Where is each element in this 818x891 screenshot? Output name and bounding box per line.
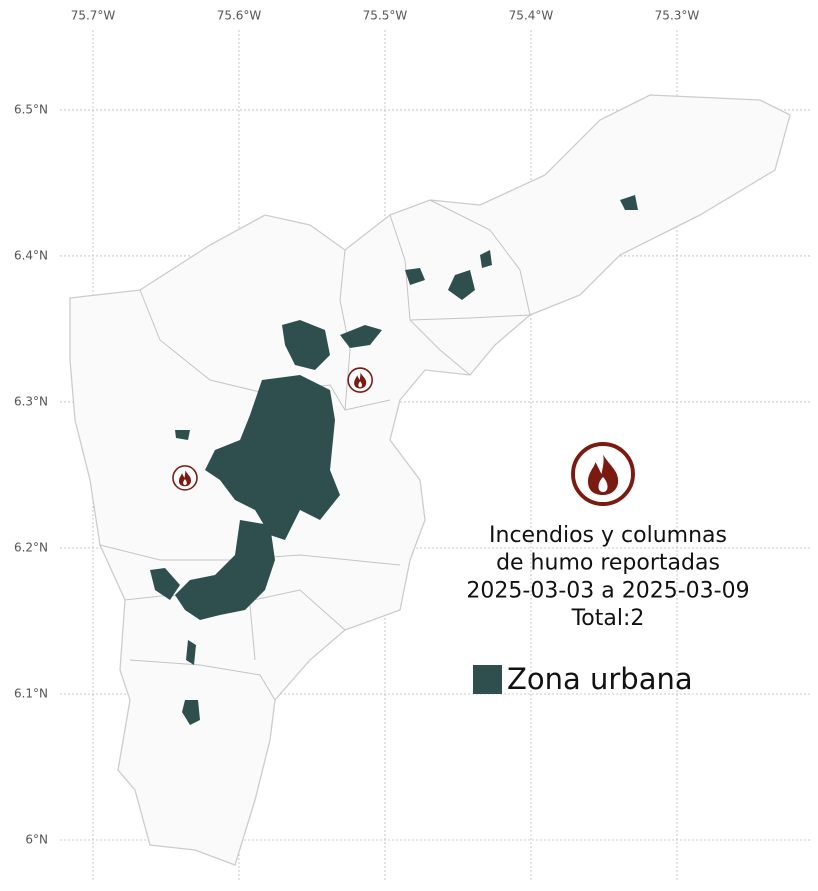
fire-icon-inner (183, 479, 187, 486)
y-tick-label: 6.2°N (14, 540, 48, 554)
fire-icon-inner (598, 477, 608, 492)
fire-icon-flame (178, 470, 192, 487)
x-tick-label: 75.5°W (363, 9, 408, 23)
x-tick-label: 75.3°W (655, 9, 700, 23)
x-tick-label: 75.4°W (509, 9, 554, 23)
fire-icon-flame (588, 454, 619, 495)
region-outline (69, 94, 791, 866)
x-tick-label: 75.6°W (217, 9, 262, 23)
y-tick-label: 6°N (25, 832, 48, 846)
y-tick-label: 6.3°N (14, 394, 48, 408)
y-tick-label: 6.4°N (14, 248, 48, 262)
y-tick-label: 6.1°N (14, 686, 48, 700)
fire-marker (172, 465, 198, 491)
x-tick-label: 75.7°W (71, 9, 116, 23)
legend-title: de humo reportadas (496, 551, 720, 576)
legend-title: Incendios y columnas (489, 523, 727, 548)
legend-title: Total:2 (571, 606, 645, 631)
legend-title: 2025-03-03 a 2025-03-09 (466, 578, 749, 603)
legend-swatch (473, 665, 502, 694)
legend: Incendios y columnas de humo reportadas20… (466, 442, 750, 696)
fire-marker (347, 367, 373, 393)
fire-markers (172, 367, 373, 491)
fire-icon-inner (358, 381, 362, 388)
urban-zones (150, 195, 638, 725)
legend-label: Zona urbana (507, 662, 693, 696)
fire-icon-flame (354, 372, 367, 389)
y-tick-label: 6.5°N (14, 102, 48, 116)
